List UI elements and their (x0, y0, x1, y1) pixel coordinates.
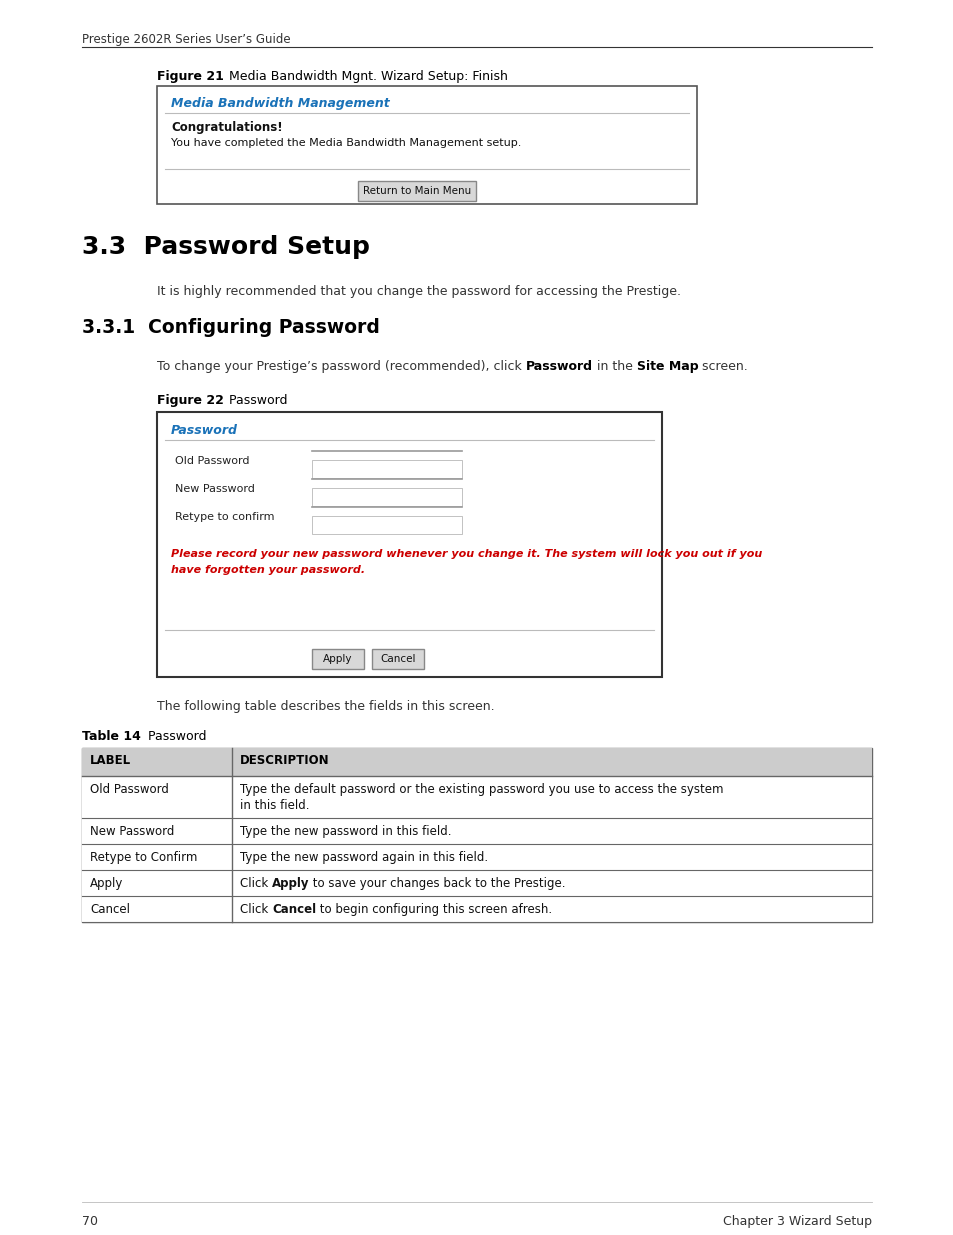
Text: Table 14: Table 14 (82, 730, 141, 743)
Bar (312, 650, 364, 669)
Text: New Password: New Password (174, 484, 254, 494)
Text: You have completed the Media Bandwidth Management setup.: You have completed the Media Bandwidth M… (171, 138, 521, 148)
Text: Apply: Apply (90, 877, 123, 890)
Text: Retype to confirm: Retype to confirm (174, 513, 274, 522)
Text: Apply: Apply (272, 877, 309, 890)
Text: Cancel: Cancel (90, 903, 130, 916)
Text: Prestige 2602R Series User’s Guide: Prestige 2602R Series User’s Guide (82, 33, 291, 46)
Text: Site Map: Site Map (636, 359, 698, 373)
Text: Password: Password (171, 424, 237, 437)
Text: LABEL: LABEL (90, 755, 131, 767)
Bar (312, 516, 461, 534)
Bar (82, 818, 871, 844)
Text: Figure 22: Figure 22 (157, 394, 224, 408)
Bar (357, 182, 476, 201)
Bar (372, 650, 423, 669)
Text: Please record your new password whenever you change it. The system will lock you: Please record your new password whenever… (171, 550, 761, 559)
Text: DESCRIPTION: DESCRIPTION (240, 755, 330, 767)
Bar (82, 748, 871, 776)
Text: Type the new password again in this field.: Type the new password again in this fiel… (240, 851, 488, 864)
Bar (82, 748, 871, 923)
Text: Type the new password in this field.: Type the new password in this field. (240, 825, 451, 839)
Text: Password: Password (216, 394, 287, 408)
Text: Password: Password (525, 359, 592, 373)
Text: Cancel: Cancel (272, 903, 315, 916)
Bar (312, 488, 461, 506)
Text: screen.: screen. (698, 359, 747, 373)
Text: Old Password: Old Password (174, 456, 250, 466)
Text: New Password: New Password (90, 825, 174, 839)
Text: It is highly recommended that you change the password for accessing the Prestige: It is highly recommended that you change… (157, 285, 680, 298)
Text: to begin configuring this screen afresh.: to begin configuring this screen afresh. (315, 903, 552, 916)
Bar (157, 412, 661, 677)
Bar (82, 776, 871, 818)
Text: Click: Click (240, 877, 272, 890)
Text: in the: in the (592, 359, 636, 373)
Text: Chapter 3 Wizard Setup: Chapter 3 Wizard Setup (722, 1215, 871, 1228)
Bar (312, 459, 461, 478)
Bar (82, 897, 871, 923)
Text: to save your changes back to the Prestige.: to save your changes back to the Prestig… (309, 877, 565, 890)
Text: Password: Password (136, 730, 206, 743)
Text: Congratulations!: Congratulations! (171, 121, 282, 135)
Text: 3.3.1  Configuring Password: 3.3.1 Configuring Password (82, 317, 379, 337)
Bar (157, 86, 697, 204)
Text: Apply: Apply (323, 655, 353, 664)
Text: Figure 21: Figure 21 (157, 70, 224, 83)
Text: Return to Main Menu: Return to Main Menu (362, 186, 471, 196)
Bar (82, 844, 871, 869)
Bar (82, 869, 871, 897)
Text: have forgotten your password.: have forgotten your password. (171, 564, 365, 576)
Text: 70: 70 (82, 1215, 98, 1228)
Text: Type the default password or the existing password you use to access the system: Type the default password or the existin… (240, 783, 722, 797)
Text: Media Bandwidth Mgnt. Wizard Setup: Finish: Media Bandwidth Mgnt. Wizard Setup: Fini… (216, 70, 507, 83)
Text: Media Bandwidth Management: Media Bandwidth Management (171, 98, 390, 110)
Text: To change your Prestige’s password (recommended), click: To change your Prestige’s password (reco… (157, 359, 525, 373)
Text: Cancel: Cancel (380, 655, 416, 664)
Text: Click: Click (240, 903, 272, 916)
Text: Retype to Confirm: Retype to Confirm (90, 851, 197, 864)
Text: in this field.: in this field. (240, 799, 309, 811)
Text: The following table describes the fields in this screen.: The following table describes the fields… (157, 700, 494, 713)
Text: 3.3  Password Setup: 3.3 Password Setup (82, 235, 370, 259)
Text: Old Password: Old Password (90, 783, 169, 797)
